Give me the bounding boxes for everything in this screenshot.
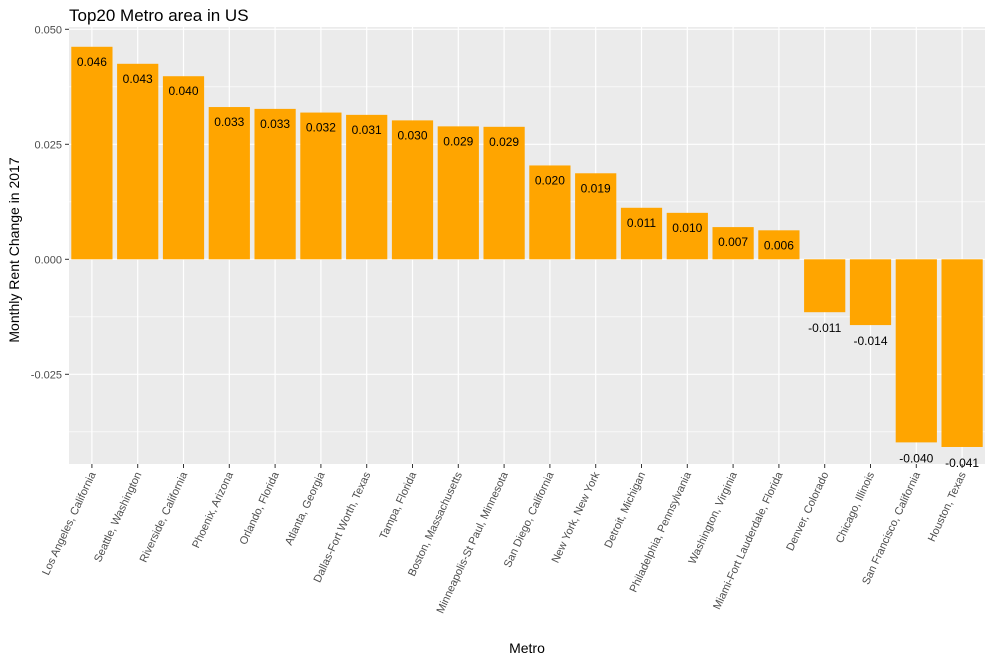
bar	[346, 114, 388, 260]
data-label: 0.032	[306, 121, 336, 135]
bar	[529, 165, 571, 260]
x-axis-title: Metro	[509, 640, 545, 656]
x-tick-label: Chicago, Illinois	[834, 470, 878, 545]
data-label: 0.006	[764, 238, 794, 252]
x-tick-label: Atlanta, Georgia	[283, 469, 328, 547]
bar	[575, 173, 617, 260]
data-label: 0.029	[489, 135, 519, 149]
y-axis: -0.025 0.000 0.025 0.050	[31, 24, 69, 381]
x-tick-label: Houston, Texas	[926, 470, 969, 544]
data-label: 0.046	[77, 55, 107, 69]
data-label: 0.011	[627, 216, 656, 230]
data-label: -0.041	[945, 456, 979, 470]
x-tick-label: San Diego, California	[502, 469, 557, 569]
data-label: 0.033	[260, 117, 290, 131]
data-label: 0.031	[352, 123, 382, 137]
y-tick-label: 0.025	[34, 139, 62, 151]
x-tick-label: Orlando, Florida	[238, 469, 283, 546]
data-label: 0.019	[581, 181, 611, 195]
bar	[483, 126, 525, 260]
bar	[391, 120, 434, 260]
bar	[666, 212, 708, 260]
data-label: 0.020	[535, 173, 565, 187]
x-tick-label: Denver, Colorado	[784, 470, 831, 553]
bar	[208, 107, 250, 260]
bar	[804, 259, 846, 313]
x-tick-label: Riverside, California	[138, 469, 191, 564]
data-label: -0.040	[899, 451, 933, 465]
data-label: 0.030	[397, 128, 427, 142]
bar	[712, 227, 754, 260]
x-tick-label: Phoenix, Arizona	[190, 469, 236, 550]
data-label: 0.033	[214, 115, 244, 129]
bar	[941, 259, 983, 447]
x-tick-label: Seattle, Washington	[92, 470, 144, 564]
y-tick-label: -0.025	[31, 369, 62, 381]
bar	[895, 259, 937, 443]
chart-title: Top20 Metro area in US	[69, 6, 249, 25]
bars	[71, 46, 983, 447]
bar	[620, 207, 663, 260]
bar	[758, 230, 800, 260]
bar	[300, 112, 342, 260]
data-label: -0.014	[853, 334, 887, 348]
data-label: -0.011	[808, 321, 841, 335]
x-tick-label: Los Angeles, California	[40, 469, 99, 577]
y-axis-title: Monthly Rent Change in 2017	[6, 157, 22, 342]
x-tick-label: Washington, Virginia	[687, 469, 741, 566]
data-label: 0.007	[718, 235, 748, 249]
data-labels: 0.046 0.043 0.040 0.033 0.033 0.032 0.031 0.030…	[77, 55, 980, 470]
bar	[437, 126, 479, 260]
bar	[162, 76, 205, 260]
data-label: 0.029	[443, 134, 473, 148]
x-tick-label: New York, New York	[550, 470, 603, 565]
data-label: 0.040	[168, 84, 198, 98]
y-tick-label: 0.050	[34, 24, 62, 36]
bar	[71, 46, 113, 260]
x-tick-label: Detroit, Michigan	[602, 470, 648, 550]
plot-panel	[69, 27, 985, 464]
y-tick-label: 0.000	[34, 254, 62, 266]
bar	[254, 108, 296, 260]
bar	[849, 259, 892, 326]
x-tick-label: Tampa, Florida	[378, 469, 420, 541]
data-label: 0.010	[672, 221, 702, 235]
data-label: 0.043	[123, 72, 153, 86]
bar	[117, 63, 159, 260]
